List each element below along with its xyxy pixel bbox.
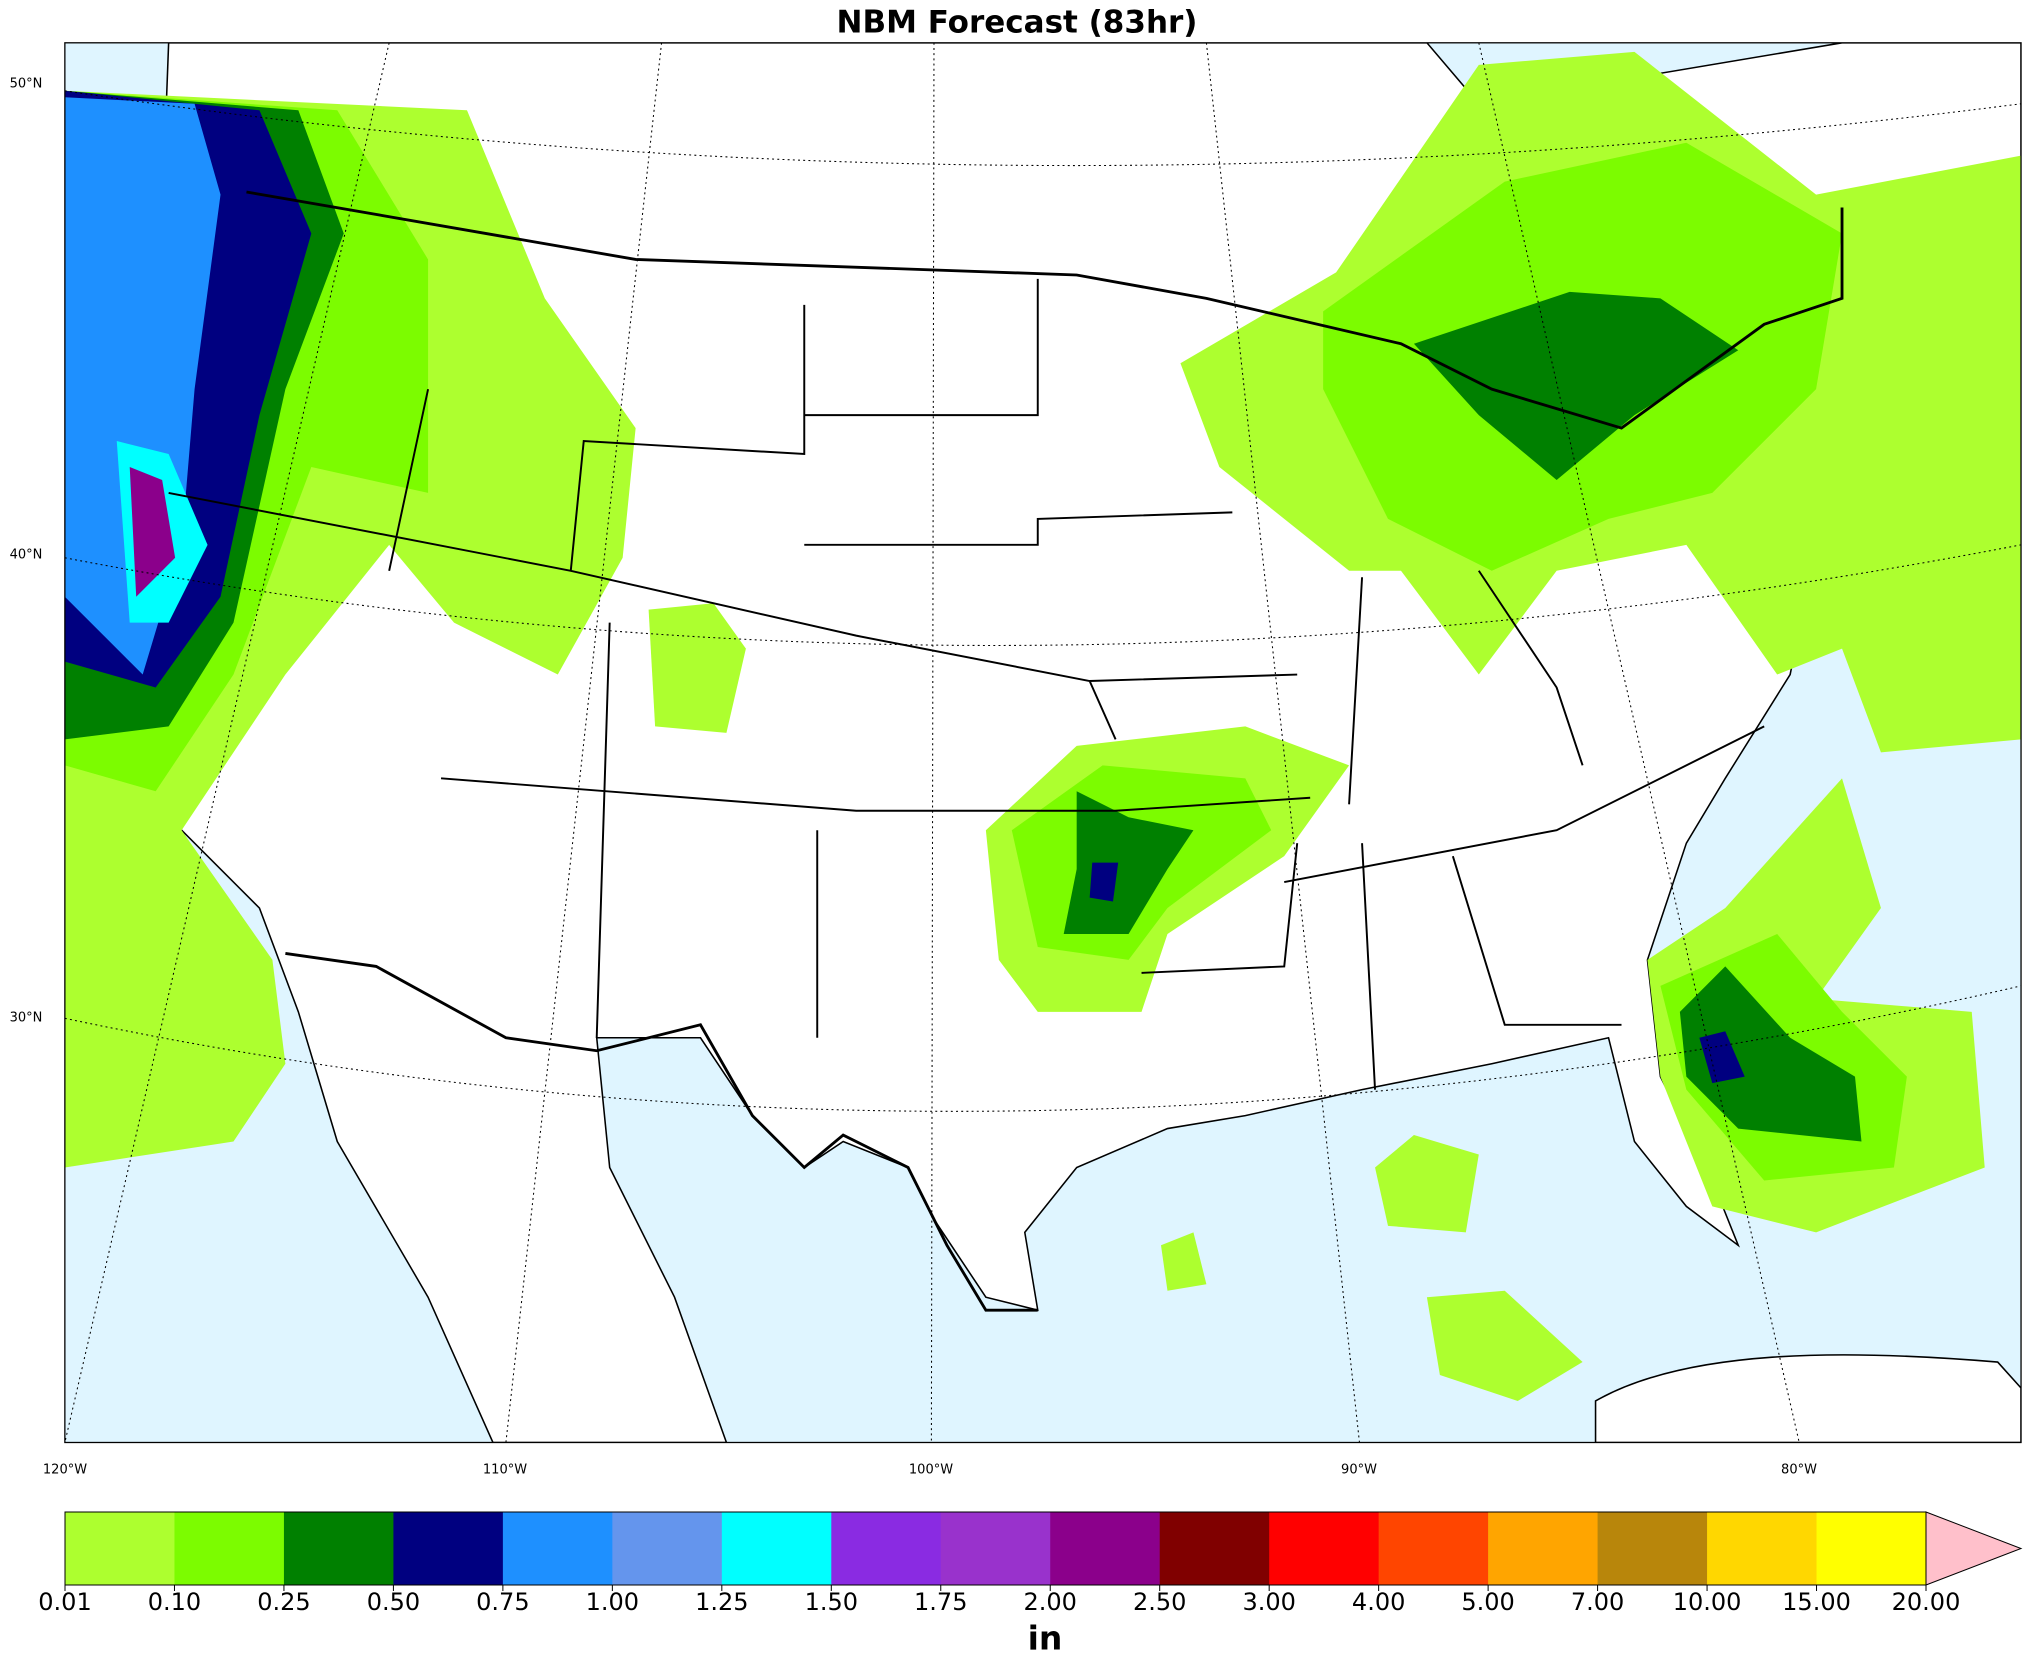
colorbar-tick-label: 7.00 — [1571, 1588, 1624, 1616]
colorbar-tick-label: 2.50 — [1133, 1588, 1186, 1616]
lat-label: 30°N — [10, 1011, 43, 1026]
colorbar-segment — [831, 1512, 942, 1585]
colorbar-segment — [612, 1512, 723, 1585]
colorbar-segment — [393, 1512, 504, 1585]
lat-label: 50°N — [10, 77, 43, 92]
colorbar-tick-label: 1.25 — [695, 1588, 748, 1616]
lon-label: 90°W — [1341, 1463, 1377, 1478]
colorbar-unit: in — [1028, 1619, 1063, 1658]
colorbar-tick-label: 3.00 — [1242, 1588, 1295, 1616]
colorbar-tick-label: 1.75 — [914, 1588, 967, 1616]
title: NBM Forecast (83hr) — [837, 5, 1198, 41]
colorbar-segment — [1707, 1512, 1818, 1585]
cuba — [1594, 1354, 2022, 1443]
colorbar-tick-label: 4.00 — [1352, 1588, 1405, 1616]
lon-label: 120°W — [43, 1463, 87, 1478]
map — [64, 42, 2022, 1444]
colorbar-tick-label: 20.00 — [1892, 1588, 1961, 1616]
colorbar-segment — [283, 1512, 394, 1585]
colorbar-tick-label: 5.00 — [1461, 1588, 1514, 1616]
colorbar: 0.01 0.10 0.25 0.50 0.75 1.00 1.25 1.50 1.75 2.00… — [38, 1511, 2023, 1658]
map-frame — [64, 42, 2022, 1444]
colorbar-segment — [1159, 1512, 1270, 1585]
colorbar-tick-label: 0.25 — [257, 1588, 310, 1616]
colorbar-tick-label: 0.50 — [367, 1588, 420, 1616]
colorbar-segment — [1488, 1512, 1599, 1585]
colorbar-segment — [1269, 1512, 1380, 1585]
colorbar-tick-label: 15.00 — [1782, 1588, 1851, 1616]
colorbar-tick-label: 1.50 — [805, 1588, 858, 1616]
colorbar-tick-label: 0.10 — [148, 1588, 201, 1616]
colorbar-segment — [1597, 1512, 1708, 1585]
precip — [64, 51, 2022, 1401]
colorbar-segment — [940, 1512, 1051, 1585]
colorbar-tick-label: 0.75 — [476, 1588, 529, 1616]
colorbar-tick-label: 0.01 — [38, 1588, 91, 1616]
lon-label: 80°W — [1781, 1463, 1817, 1478]
colorbar-segment — [502, 1512, 613, 1585]
graticule — [64, 42, 2022, 1443]
colorbar-segment — [1378, 1512, 1489, 1585]
colorbar-frame — [64, 1511, 1927, 1586]
colorbar-segment — [1050, 1512, 1161, 1585]
colorbar-extend — [1925, 1511, 2023, 1586]
colorbar-tick-label: 2.00 — [1024, 1588, 1077, 1616]
colorbar-segment — [174, 1512, 285, 1585]
colorbar-segment — [1816, 1512, 1927, 1585]
colorbar-tick-label: 10.00 — [1673, 1588, 1742, 1616]
colorbar-segment — [65, 1512, 175, 1585]
lat-label: 40°N — [10, 548, 43, 563]
colorbar-tick-label: 1.00 — [586, 1588, 639, 1616]
borders — [168, 190, 1844, 1312]
lon-label: 110°W — [483, 1463, 527, 1478]
lon-label: 100°W — [909, 1463, 953, 1478]
axis-labels: 50°N 40°N 30°N 120°W 110°W 100°W 90°W 80°W — [10, 77, 1817, 1478]
colorbar-segment — [721, 1512, 832, 1585]
